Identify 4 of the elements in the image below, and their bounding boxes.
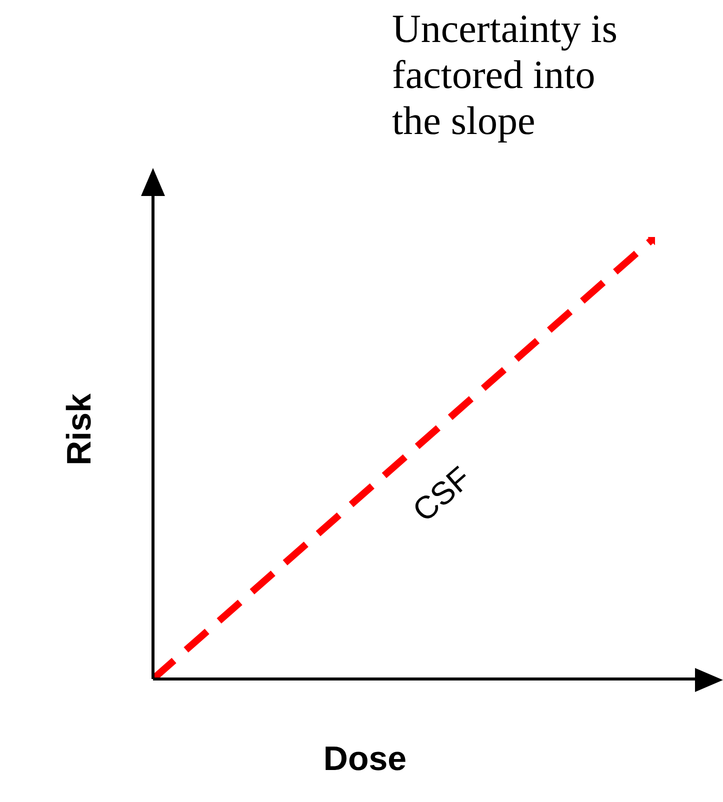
- x-axis-title: Dose: [322, 740, 408, 779]
- text: Uncertainty is factored into the slope: [392, 6, 618, 144]
- y-axis-title: Risk: [60, 392, 100, 468]
- text: CSF: [406, 460, 478, 530]
